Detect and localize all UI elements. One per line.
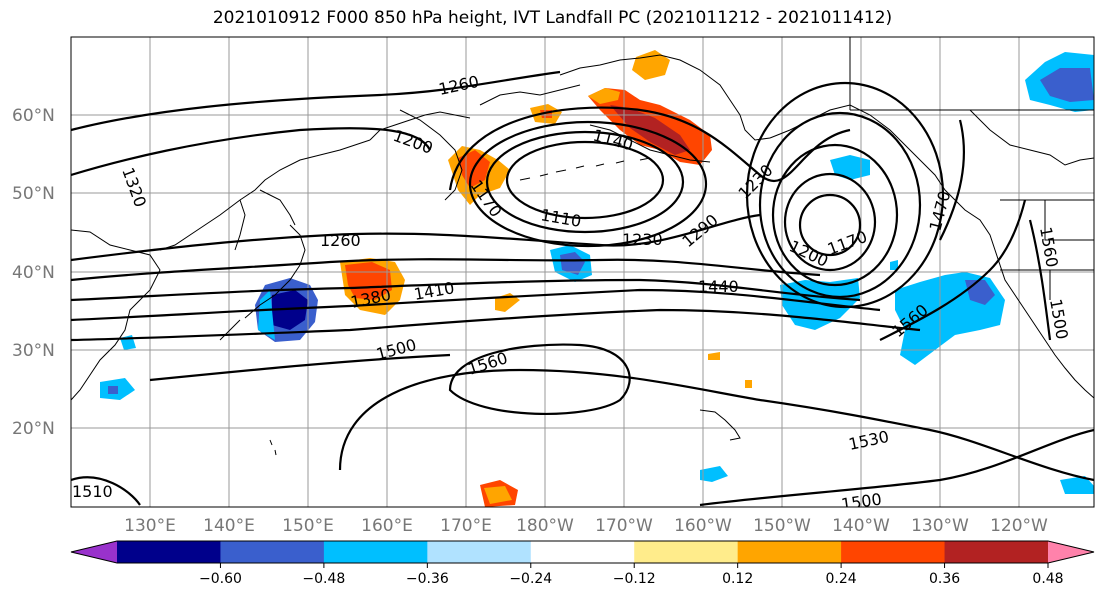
colorbar [70, 540, 1095, 564]
colorbar-tick-label: −0.12 [613, 571, 656, 587]
colorbar-segment [117, 541, 221, 563]
map-title: 2021010912 F000 850 hPa height, IVT Land… [212, 8, 893, 28]
colorbar-segment [530, 541, 635, 563]
lon-label: 130°E [124, 516, 176, 536]
lat-label: 40°N [12, 263, 55, 283]
colorbar-segment [737, 541, 842, 563]
lon-label: 170°E [440, 516, 492, 536]
colorbar-outline [70, 540, 1095, 564]
lon-label: 180°W [516, 516, 574, 536]
colorbar-segment [841, 541, 946, 563]
contour-label: 1260 [320, 231, 361, 250]
lat-label: 20°N [12, 419, 55, 439]
longitude-labels: 130°E 140°E 150°E 160°E 170°E 180°W 170°… [124, 516, 1048, 536]
lon-label: 160°W [674, 516, 732, 536]
colorbar-tick-label: 0.48 [1032, 571, 1063, 587]
height-contours [71, 70, 1094, 507]
colorbar-segment [220, 541, 325, 563]
colorbar-tick-label: −0.24 [509, 571, 552, 587]
lon-label: 160°E [361, 516, 413, 536]
lon-label: 120°W [990, 516, 1048, 536]
lon-label: 150°W [753, 516, 811, 536]
colorbar-tick-label: 0.36 [929, 571, 960, 587]
colorbar-segment [427, 541, 532, 563]
map-area: 1260 1200 1140 1320 1170 1110 1230 1290 … [71, 37, 1094, 513]
lon-label: 140°W [832, 516, 890, 536]
colorbar-segment [944, 541, 1049, 563]
lat-label: 50°N [12, 184, 55, 204]
colorbar-tick-label: 0.24 [826, 571, 857, 587]
lon-label: 150°E [282, 516, 334, 536]
contour-label: 1510 [72, 482, 113, 501]
contour-label: 1230 [622, 230, 663, 249]
colorbar-tick-label: −0.60 [199, 571, 242, 587]
colorbar-segment [323, 541, 428, 563]
contour-label: 1500 [840, 489, 883, 513]
contour-label: 1440 [698, 277, 739, 296]
colorbar-tick-label: −0.48 [302, 571, 345, 587]
colorbar-extend-low [71, 541, 117, 563]
lon-label: 140°E [203, 516, 255, 536]
colorbar-extend-high [1048, 541, 1094, 563]
latitude-labels: 60°N 50°N 40°N 30°N 20°N [12, 106, 55, 439]
lon-label: 170°W [595, 516, 653, 536]
colorbar-tick-label: 0.12 [722, 571, 753, 587]
lon-label: 130°W [911, 516, 969, 536]
colorbar-segment [634, 541, 739, 563]
lat-label: 30°N [12, 341, 55, 361]
colorbar-tick-label: −0.36 [406, 571, 449, 587]
map-frame [70, 36, 1095, 508]
colorbar-ticks: −0.60 −0.48 −0.36 −0.24 −0.12 0.12 0.24 0.36 0.4… [199, 563, 1064, 587]
lat-label: 60°N [12, 106, 55, 126]
